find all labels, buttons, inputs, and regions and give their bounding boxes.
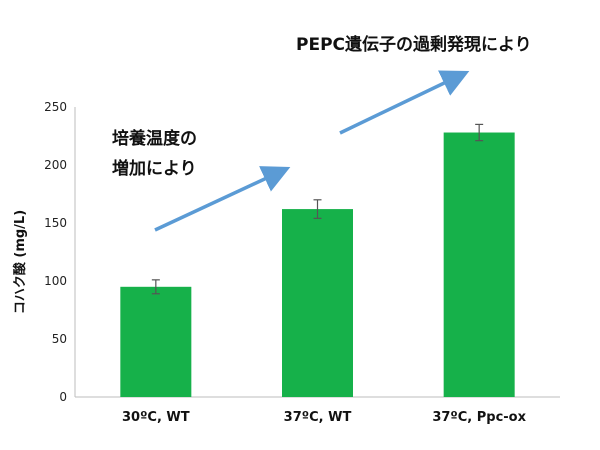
- x-tick-label: 37ºC, WT: [284, 410, 352, 425]
- error-bar: [151, 279, 160, 295]
- y-tick-label: 150: [44, 216, 67, 230]
- y-tick-label: 250: [44, 100, 67, 114]
- annotation-temperature-line1: 培養温度の: [112, 129, 197, 149]
- y-tick-labels: 0 50 100 150 200 250: [44, 100, 67, 404]
- bar: [443, 132, 515, 397]
- error-bar: [313, 199, 322, 219]
- y-tick-label: 0: [59, 390, 67, 404]
- arrow-pepc-overexpression: [339, 70, 470, 135]
- bars: [120, 132, 515, 397]
- x-tick-label: 37ºC, Ppc-ox: [432, 410, 526, 425]
- annotation-temperature-line2: 増加により: [112, 159, 197, 179]
- error-bars: [151, 123, 484, 295]
- x-tick-labels: 30ºC, WT 37ºC, WT 37ºC, Ppc-ox: [122, 410, 527, 425]
- annotation-temperature-increase: 培養温度の 増加により: [112, 124, 197, 184]
- error-bar: [475, 123, 484, 142]
- y-tick-label: 50: [52, 332, 67, 346]
- y-tick-label: 200: [44, 158, 67, 172]
- x-tick-label: 30ºC, WT: [122, 410, 190, 425]
- annotation-pepc-overexpression: PEPC遺伝子の過剰発現により: [296, 35, 532, 55]
- bar: [282, 209, 353, 397]
- y-tick-label: 100: [44, 274, 67, 288]
- y-axis-label: コハク酸 (mg/L): [12, 210, 28, 314]
- arrow-temperature-increase: [154, 166, 291, 232]
- bar: [120, 286, 192, 397]
